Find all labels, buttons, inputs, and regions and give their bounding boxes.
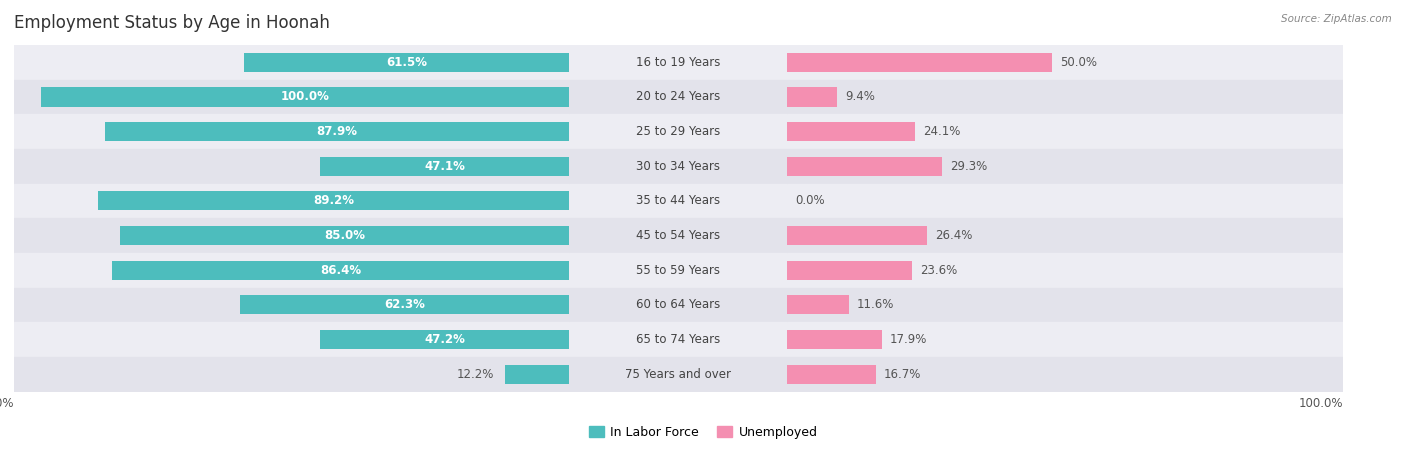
Bar xyxy=(569,80,787,114)
Bar xyxy=(569,184,787,218)
Text: 85.0%: 85.0% xyxy=(325,229,366,242)
Text: 0.0%: 0.0% xyxy=(796,194,825,207)
Bar xyxy=(569,114,787,149)
Bar xyxy=(787,261,912,280)
Legend: In Labor Force, Unemployed: In Labor Force, Unemployed xyxy=(583,421,823,444)
Bar xyxy=(245,53,569,72)
Text: 25 to 29 Years: 25 to 29 Years xyxy=(637,125,720,138)
Bar xyxy=(240,295,569,315)
Bar xyxy=(14,218,569,253)
Text: 55 to 59 Years: 55 to 59 Years xyxy=(637,264,720,277)
Bar xyxy=(120,226,569,245)
Bar xyxy=(104,122,569,141)
Bar xyxy=(569,322,787,357)
Text: 30 to 34 Years: 30 to 34 Years xyxy=(637,160,720,173)
Text: 35 to 44 Years: 35 to 44 Years xyxy=(637,194,720,207)
Bar xyxy=(14,114,569,149)
Text: 47.1%: 47.1% xyxy=(425,160,465,173)
Bar xyxy=(112,261,569,280)
Text: Employment Status by Age in Hoonah: Employment Status by Age in Hoonah xyxy=(14,14,330,32)
Bar xyxy=(787,149,1343,184)
Bar xyxy=(321,157,569,176)
Bar xyxy=(787,45,1343,80)
Text: Source: ZipAtlas.com: Source: ZipAtlas.com xyxy=(1281,14,1392,23)
Bar xyxy=(787,80,1343,114)
Text: 16.7%: 16.7% xyxy=(883,368,921,381)
Bar xyxy=(787,122,915,141)
Text: 20 to 24 Years: 20 to 24 Years xyxy=(637,90,720,104)
Text: 23.6%: 23.6% xyxy=(920,264,957,277)
Text: 24.1%: 24.1% xyxy=(922,125,960,138)
Text: 60 to 64 Years: 60 to 64 Years xyxy=(637,298,720,311)
Text: 9.4%: 9.4% xyxy=(845,90,875,104)
Text: 11.6%: 11.6% xyxy=(856,298,894,311)
Bar xyxy=(14,45,569,80)
Bar xyxy=(787,364,876,384)
Bar xyxy=(787,322,1343,357)
Bar xyxy=(787,184,1343,218)
Bar xyxy=(787,114,1343,149)
Text: 62.3%: 62.3% xyxy=(384,298,425,311)
Bar xyxy=(14,184,569,218)
Bar xyxy=(14,357,569,392)
Text: 100.0%: 100.0% xyxy=(0,397,14,410)
Text: 50.0%: 50.0% xyxy=(1060,56,1097,69)
Text: 29.3%: 29.3% xyxy=(950,160,987,173)
Bar xyxy=(569,288,787,322)
Bar xyxy=(569,253,787,288)
Bar xyxy=(787,157,942,176)
Bar xyxy=(14,253,569,288)
Text: 45 to 54 Years: 45 to 54 Years xyxy=(637,229,720,242)
Bar xyxy=(319,330,569,349)
Bar xyxy=(569,45,787,80)
Bar xyxy=(41,87,569,107)
Text: 61.5%: 61.5% xyxy=(387,56,427,69)
Bar xyxy=(787,330,882,349)
Text: 87.9%: 87.9% xyxy=(316,125,357,138)
Bar xyxy=(14,149,569,184)
Text: 100.0%: 100.0% xyxy=(1298,397,1343,410)
Bar xyxy=(14,288,569,322)
Bar xyxy=(97,191,569,211)
Bar xyxy=(569,218,787,253)
Text: 75 Years and over: 75 Years and over xyxy=(626,368,731,381)
Bar xyxy=(787,357,1343,392)
Text: 17.9%: 17.9% xyxy=(890,333,928,346)
Text: 86.4%: 86.4% xyxy=(321,264,361,277)
Text: 26.4%: 26.4% xyxy=(935,229,973,242)
Bar xyxy=(787,288,1343,322)
Text: 47.2%: 47.2% xyxy=(425,333,465,346)
Bar xyxy=(787,87,837,107)
Bar xyxy=(505,364,569,384)
Bar xyxy=(787,295,849,315)
Bar xyxy=(569,149,787,184)
Text: 100.0%: 100.0% xyxy=(281,90,329,104)
Bar xyxy=(569,357,787,392)
Text: 12.2%: 12.2% xyxy=(457,368,495,381)
Bar xyxy=(787,53,1052,72)
Text: 65 to 74 Years: 65 to 74 Years xyxy=(637,333,720,346)
Bar xyxy=(14,322,569,357)
Text: 89.2%: 89.2% xyxy=(314,194,354,207)
Bar xyxy=(14,80,569,114)
Bar xyxy=(787,226,927,245)
Bar xyxy=(787,253,1343,288)
Text: 16 to 19 Years: 16 to 19 Years xyxy=(636,56,721,69)
Bar xyxy=(787,218,1343,253)
